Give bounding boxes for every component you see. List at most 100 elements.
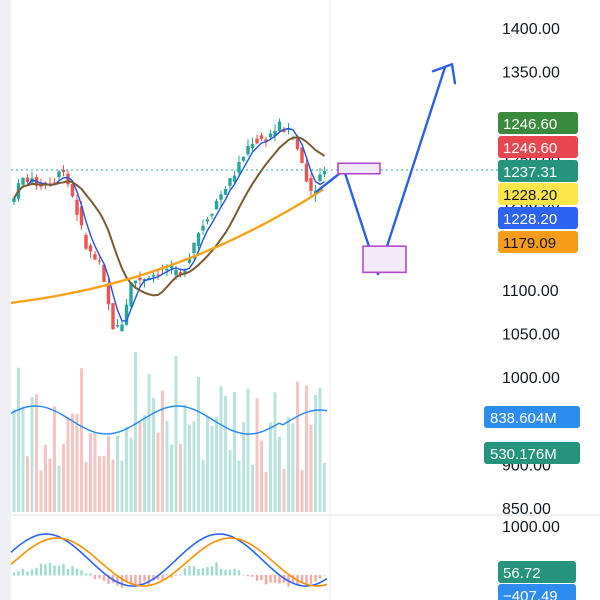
price-badge: 1246.60 — [498, 112, 578, 134]
histogram-bar — [125, 575, 128, 583]
price-tick-label: 1000.00 — [502, 370, 560, 387]
candle — [232, 170, 237, 186]
candle — [57, 169, 61, 181]
price-badge-text: 1228.20 — [503, 187, 557, 204]
volume-badge-bg — [484, 442, 580, 464]
histogram-bar — [197, 569, 200, 576]
price-badge-bg — [498, 183, 578, 205]
price-tick-label: 850.00 — [502, 501, 551, 518]
volume-bar — [161, 390, 164, 512]
price-badge-text: 1179.09 — [503, 235, 556, 252]
volume-bar — [269, 422, 272, 512]
volume-bar — [129, 437, 133, 512]
price-badge-text: 1246.60 — [503, 140, 557, 157]
histogram-bar — [57, 565, 61, 576]
volume-badge: 838.604M — [484, 406, 580, 428]
histogram-bar — [156, 575, 160, 580]
long-ma-line — [10, 188, 324, 305]
candle-body — [246, 145, 250, 155]
histogram-bar — [228, 569, 232, 576]
candle-body — [322, 171, 327, 175]
oscillator-badge-bg — [498, 561, 576, 583]
histogram-bar — [17, 571, 20, 576]
histogram-bar — [246, 575, 250, 577]
candle-body — [93, 254, 97, 260]
projection-drawing[interactable] — [315, 63, 457, 276]
histogram-bar — [165, 574, 169, 576]
histogram-bar — [161, 575, 164, 580]
candle-body — [300, 147, 304, 164]
histogram-bar — [314, 575, 317, 582]
volume-bar — [215, 417, 218, 512]
candle-body — [237, 162, 241, 173]
projection-zone-upper — [337, 162, 381, 175]
volume-bar — [12, 409, 16, 512]
price-badge-bg — [498, 207, 578, 229]
price-badge: 1228.20 — [498, 183, 578, 205]
oscillator-badge-bg — [498, 584, 576, 600]
volume-bar — [224, 395, 227, 512]
candle — [115, 319, 120, 328]
volume-bar — [156, 432, 160, 512]
candle-body — [88, 245, 93, 252]
volume-bar — [57, 465, 61, 512]
candle-body — [39, 185, 43, 187]
volume-bar — [183, 404, 187, 512]
histogram-bar — [251, 575, 254, 577]
candle-body — [196, 233, 201, 246]
histogram-bar — [53, 565, 56, 576]
volume-bar — [309, 424, 313, 512]
candle-body — [138, 277, 142, 281]
candle — [196, 232, 201, 251]
price-tick-label: 1400.00 — [502, 21, 560, 38]
volume-badge: 530.176M — [484, 442, 580, 464]
candle — [120, 321, 124, 332]
price-badge: 1228.20 — [498, 207, 578, 229]
histogram-bar — [309, 575, 313, 585]
volume-bar — [116, 435, 119, 512]
price-badges: 1246.60 1246.60 1237.31 1228.20 1228.20 1179.… — [484, 112, 580, 600]
volume-bar — [233, 391, 236, 512]
medium-ma-line — [13, 136, 326, 297]
candle — [304, 159, 309, 183]
volume-bar — [21, 406, 25, 512]
volume-bar — [17, 367, 20, 512]
volume-bar — [35, 394, 38, 512]
histogram-bar — [21, 568, 25, 576]
volume-bar — [75, 413, 79, 512]
volume-bar — [53, 406, 56, 512]
volume-bar — [197, 376, 200, 512]
histogram-bar — [48, 562, 52, 576]
histogram-bar — [255, 575, 259, 581]
candle — [250, 137, 255, 153]
price-badge-bg — [498, 136, 578, 158]
volume-bar — [255, 398, 259, 512]
candle-body — [187, 257, 192, 263]
volume-bar — [291, 423, 295, 512]
histogram-bar — [89, 573, 92, 576]
volume-bar — [305, 385, 308, 512]
candle-body — [111, 303, 115, 330]
price-badge: 1179.09 — [498, 231, 578, 253]
volume-bar — [120, 460, 124, 512]
volume-bar — [134, 352, 137, 512]
histogram-bar — [210, 566, 214, 576]
candle-body — [183, 270, 187, 274]
candle — [205, 216, 210, 225]
candle-body — [129, 282, 133, 307]
oscillator-badge-text: 56.72 — [503, 565, 541, 582]
histogram-bar — [174, 575, 178, 576]
candle-body — [102, 264, 106, 282]
oscillator-badge: 56.72 — [498, 561, 576, 583]
candle-body — [178, 271, 183, 275]
price-badge-bg — [498, 112, 578, 134]
volume-bar — [71, 413, 74, 512]
volume-bar — [210, 425, 214, 512]
candle — [318, 168, 322, 182]
histogram-bar — [219, 568, 223, 576]
candle-body — [192, 242, 196, 253]
volume-bar — [318, 387, 322, 512]
candle — [25, 173, 30, 186]
candle-body — [219, 194, 223, 200]
